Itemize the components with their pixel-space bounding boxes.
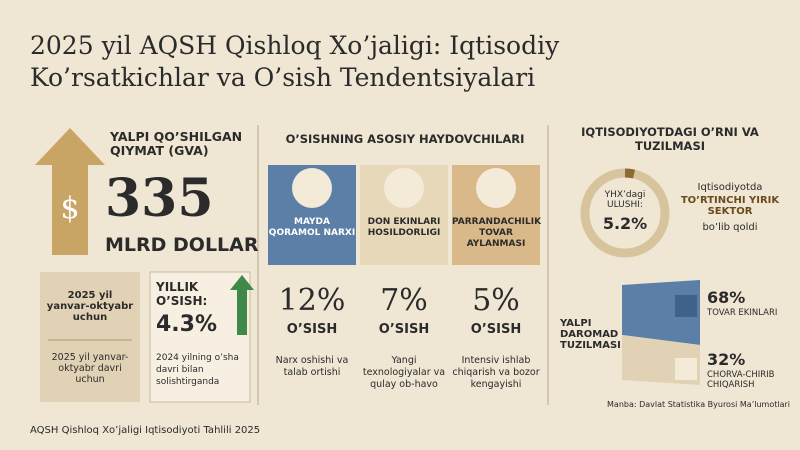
dollar-icon: $ (60, 191, 79, 226)
driver-note: Yangi texnologiyalar va qulay ob-havo (362, 355, 446, 390)
driver-note: Narx oshishi va talab ortishi (275, 355, 349, 378)
growth-value: 4.3% (156, 312, 218, 337)
rank-pre: Iqtisodiyotda (697, 182, 763, 193)
growth-note: 2024 yilning o’sha davri bilan solishtir… (156, 353, 239, 387)
driver-label: PARRANDACHILIK TOVAR AYLANMASI (452, 217, 542, 249)
income-title: YALPI DAROMAD TUZILMASI (560, 318, 621, 351)
economy-header: IQTISODIYOTDAGI O’RNI VA TUZILMASI (581, 125, 759, 153)
driver-value: 7% (380, 283, 428, 318)
income-value: 32% (707, 350, 746, 369)
driver-label: MAYDA QORAMOL NARXI (268, 217, 356, 238)
drivers-header: O’SISHNING ASOSIY HAYDOVCHILARI (285, 132, 525, 146)
rank-post: bo’lib qoldi (702, 222, 758, 233)
growth-arrow (230, 275, 254, 335)
share-label: YHX’dagi ULUSHI: (604, 190, 646, 210)
icon (292, 168, 332, 208)
box (40, 272, 140, 402)
arrow-icon (35, 128, 105, 255)
title: 2025 yil AQSH Qishloq Xo’jaligi: Iqtisod… (30, 31, 560, 92)
icon (476, 168, 516, 208)
growth-label: YILLIK O’SISH: (156, 280, 208, 308)
icon (675, 358, 697, 380)
income-value: 68% (707, 288, 746, 307)
driver-label: DON EKINLARI HOSILDORLIGI (367, 217, 441, 238)
box (149, 271, 251, 403)
income-label: TOVAR EKINLARI (707, 308, 778, 318)
driver-note: Intensiv ishlab chiqarish va bozor kenga… (452, 355, 540, 390)
icon (675, 295, 697, 317)
driver-value: 5% (472, 283, 520, 318)
source: Manba: Davlat Statistika Byurosi Ma’lumo… (607, 400, 790, 409)
income-label: CHORVA-CHIRIB CHIQARISH (707, 370, 775, 390)
gva-value: 335 (105, 168, 214, 229)
gva-unit: MLRD DOLLAR (105, 234, 259, 256)
gva-header: YALPI QO’SHILGAN QIYMAT (GVA) (110, 129, 243, 158)
driver-value: 12% (278, 283, 346, 318)
driver-growth: O’SISH (286, 322, 338, 337)
rank: TO’RTINCHI YIRIK SEKTOR (680, 195, 780, 217)
period-note: 2025 yil yanvar-oktyabr davri uchun (51, 352, 129, 385)
ring (580, 168, 670, 258)
driver-growth: O’SISH (378, 322, 430, 337)
icon (384, 168, 424, 208)
ring-share (624, 168, 635, 179)
share-value: 5.2% (602, 214, 648, 233)
footer: AQSH Qishloq Xo’jaligi Iqtisodiyoti Tahl… (30, 425, 261, 436)
period-title: 2025 yil yanvar-oktyabr uchun (46, 290, 134, 323)
driver-growth: O’SISH (470, 322, 522, 337)
